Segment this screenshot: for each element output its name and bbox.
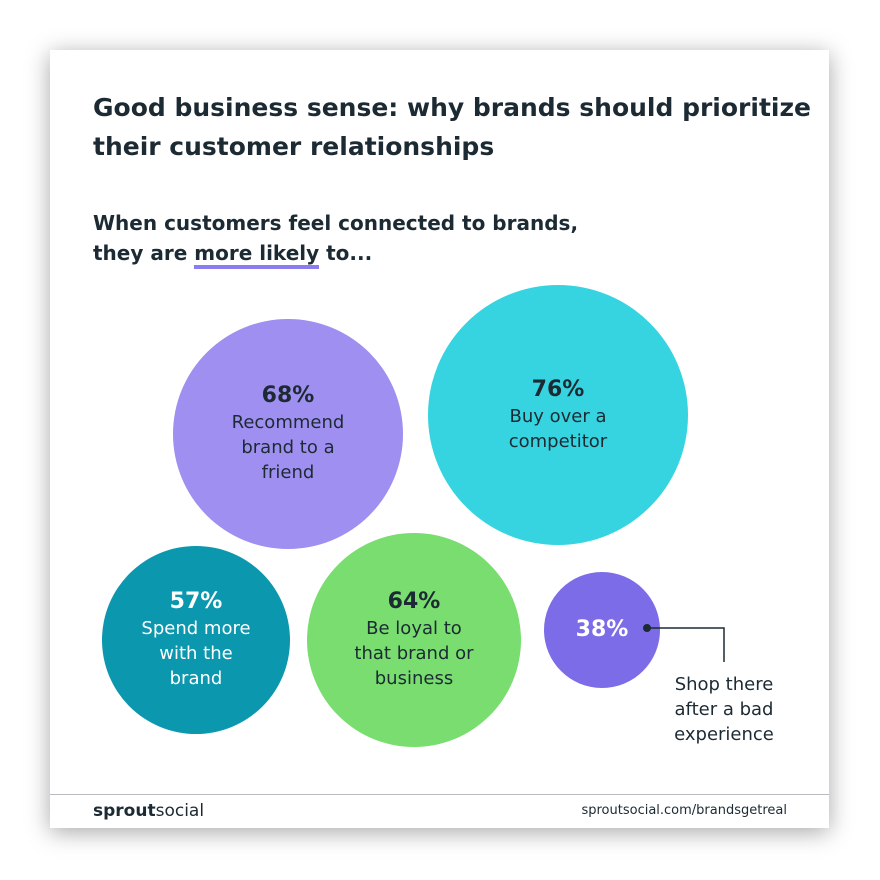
bubble: 57% Spend more with the brand [101, 545, 290, 734]
value-label: 64% [387, 589, 441, 615]
card: Good business sense: why brands should p… [50, 50, 829, 828]
category-label: Be loyal to that brand or business [354, 618, 474, 690]
brand-logo: sproutsocial [93, 801, 204, 821]
subtitle: When customers feel connected to brands,… [93, 208, 579, 269]
subtitle-text: they are [93, 241, 195, 265]
subtitle-text: to... [319, 241, 373, 265]
bubble: 64% Be loyal to that brand or business [306, 532, 522, 748]
bubble: 68% Recommend brand to a friend [173, 319, 403, 549]
footer-url: sproutsocial.com/brandsgetreal [581, 803, 787, 818]
value-label: 57% [169, 589, 223, 615]
connector [643, 624, 725, 662]
category-label: Shop there after a bad experience [674, 674, 774, 745]
bubble: 76% Buy over a competitor [427, 284, 688, 545]
category-label: Buy over a competitor [508, 405, 608, 452]
brand-light: social [155, 801, 205, 821]
category-label: Recommend brand to a friend [231, 412, 345, 484]
brand-bold: sprout [93, 801, 156, 821]
subtitle-emphasis: more likely [194, 241, 320, 269]
value-label: 68% [261, 383, 315, 409]
value-label: 76% [531, 376, 585, 402]
category-label: Spend more with the brand [141, 618, 251, 690]
bubble: 38% [543, 571, 660, 688]
subtitle-line: When customers feel connected to brands, [93, 211, 579, 235]
footer-divider [50, 794, 829, 795]
title: Good business sense: why brands should p… [93, 93, 811, 161]
value-label: 38% [575, 616, 629, 642]
